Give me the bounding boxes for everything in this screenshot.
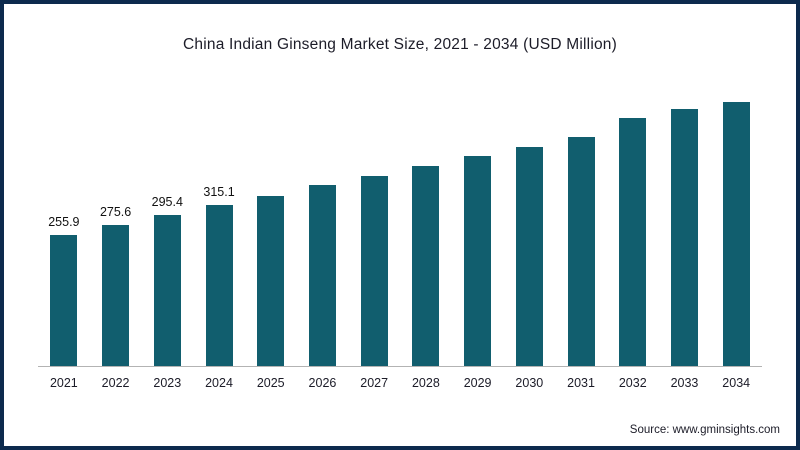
x-tick-2022: 2022 (101, 376, 130, 390)
plot-area: 255.9 275.6 295.4 315.1 (38, 60, 762, 367)
bar-2025 (257, 196, 285, 366)
chart-area: 255.9 275.6 295.4 315.1 2021 2022 2023 2024 202… (38, 60, 762, 390)
bar-2033 (670, 109, 698, 366)
x-tick-2029: 2029 (463, 376, 492, 390)
bar-2032 (619, 118, 647, 366)
x-tick-2023: 2023 (153, 376, 182, 390)
bar-column-2023: 295.4 (141, 195, 193, 366)
bar-column-2030 (503, 147, 555, 366)
bar-column-2028 (400, 166, 452, 366)
source-credit: Source: www.gminsights.com (629, 424, 780, 436)
x-axis-labels: 2021 2022 2023 2024 2025 2026 2027 2028 2029 2030… (38, 376, 762, 390)
x-tick-2027: 2027 (360, 376, 389, 390)
bar-column-2031 (555, 137, 607, 366)
bar-2026 (308, 185, 336, 366)
bar-2021 (50, 235, 78, 366)
bar-column-2027 (348, 176, 400, 366)
bar-column-2025 (245, 196, 297, 366)
bar-2034 (722, 102, 750, 366)
x-tick-2025: 2025 (256, 376, 285, 390)
bar-2023 (153, 215, 181, 366)
bar-column-2029 (452, 156, 504, 366)
x-tick-2032: 2032 (618, 376, 647, 390)
bar-column-2021: 255.9 (38, 215, 90, 366)
bar-column-2034 (710, 102, 762, 366)
value-label-2023: 295.4 (151, 195, 183, 209)
bar-2022 (102, 225, 130, 366)
x-tick-2033: 2033 (670, 376, 699, 390)
bar-column-2032 (607, 118, 659, 366)
value-label-2022: 275.6 (99, 205, 132, 219)
x-tick-2026: 2026 (308, 376, 337, 390)
bar-2024 (205, 205, 233, 366)
bar-2029 (464, 156, 492, 366)
chart-title: China Indian Ginseng Market Size, 2021 -… (183, 36, 617, 53)
x-tick-2028: 2028 (411, 376, 440, 390)
value-label-2021: 255.9 (48, 215, 80, 229)
x-tick-2024: 2024 (205, 376, 233, 390)
value-label-2024: 315.1 (203, 185, 235, 199)
bar-2027 (360, 176, 388, 366)
bar-column-2024: 315.1 (193, 185, 245, 366)
bar-column-2022: 275.6 (90, 205, 142, 366)
bar-2028 (412, 166, 440, 366)
bar-column-2033 (659, 109, 711, 366)
x-tick-2021: 2021 (49, 376, 78, 390)
bar-column-2026 (297, 185, 349, 366)
x-tick-2034: 2034 (722, 376, 751, 390)
bar-2030 (515, 147, 543, 366)
bar-2031 (567, 137, 595, 366)
x-tick-2030: 2030 (515, 376, 544, 390)
x-tick-2031: 2031 (567, 376, 595, 390)
